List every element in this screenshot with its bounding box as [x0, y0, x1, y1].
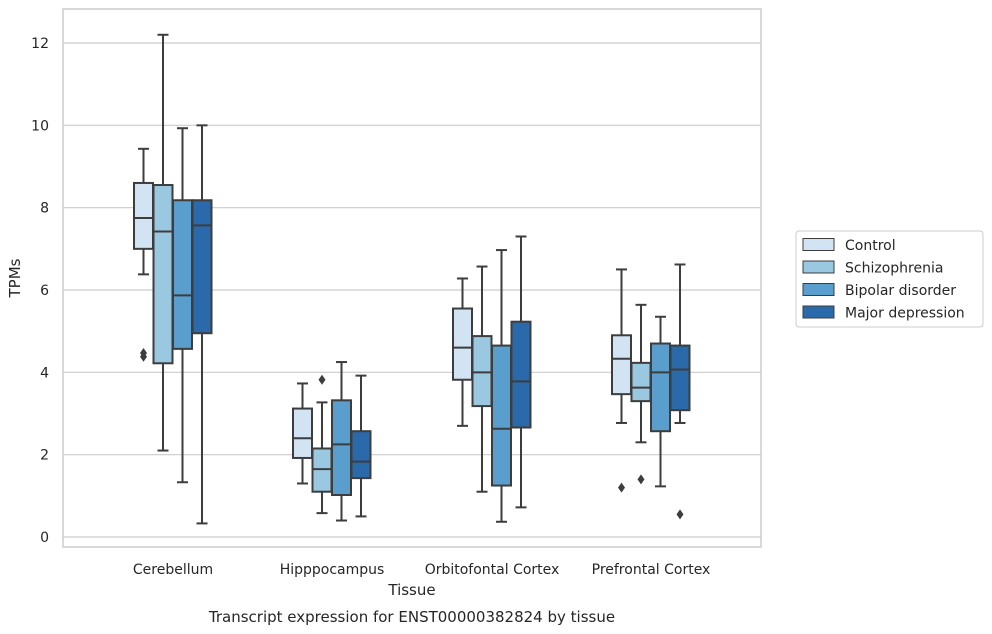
- outlier-point-0: [637, 474, 645, 485]
- box-body: [669, 344, 691, 412]
- box-1-0: [152, 33, 174, 452]
- x-tick-label-3: Prefrontal Cortex: [592, 562, 711, 578]
- legend-swatch-0: [802, 238, 835, 251]
- box-body: [331, 399, 352, 497]
- legend-label-2: Bipolar disorder: [845, 283, 956, 299]
- box-2-1: [331, 361, 352, 522]
- box-body: [611, 334, 632, 396]
- figure-caption: Transcript expression for ENST0000038282…: [208, 608, 615, 626]
- y-tick-label-0: 0: [40, 530, 49, 546]
- box-0-1: [292, 382, 313, 485]
- y-tick-label-3: 6: [40, 283, 49, 299]
- box-body: [630, 361, 652, 403]
- box-2-2: [491, 249, 512, 523]
- box-3-3: [669, 263, 691, 520]
- box-groups: [133, 33, 691, 525]
- outlier-point-0: [318, 374, 326, 385]
- box-1-2: [471, 265, 493, 493]
- legend-label-1: Schizophrenia: [845, 261, 943, 277]
- box-0-2: [452, 277, 473, 427]
- outlier-point-0: [676, 509, 684, 520]
- box-body: [133, 181, 154, 250]
- y-tick-label-2: 4: [40, 365, 49, 381]
- box-2-3: [650, 315, 671, 488]
- x-tick-label-2: Orbitofontal Cortex: [425, 562, 560, 578]
- box-body: [510, 320, 532, 429]
- y-tick-label-5: 10: [31, 118, 49, 134]
- box-body: [191, 199, 213, 335]
- legend-swatch-1: [802, 260, 835, 274]
- box-body: [650, 342, 671, 433]
- x-tick-label-0: Cerebellum: [133, 562, 213, 578]
- box-body: [172, 199, 193, 350]
- y-tick-label-6: 12: [31, 36, 49, 52]
- legend: Control Schizophrenia Bipolar disorder Majo…: [795, 230, 984, 328]
- x-axis-ticks: Cerebellum Hipppocampus Orbitofontal Corte…: [133, 562, 710, 578]
- plot-frame: [62, 8, 762, 548]
- box-body: [471, 335, 493, 408]
- box-body: [350, 430, 372, 480]
- box-1-1: [311, 374, 333, 515]
- y-axis-label: TPMs: [6, 258, 24, 298]
- box-3-2: [510, 235, 532, 509]
- legend-swatch-2: [802, 283, 835, 296]
- box-body: [491, 344, 512, 487]
- box-3-1: [350, 374, 372, 518]
- box-body: [311, 447, 333, 493]
- x-axis-label: Tissue: [387, 581, 435, 599]
- legend-label-0: Control: [845, 238, 896, 254]
- y-tick-label-1: 2: [40, 448, 49, 464]
- box-1-3: [630, 303, 652, 485]
- box-2-0: [172, 127, 193, 484]
- outlier-point-0: [618, 482, 625, 493]
- box-body: [292, 407, 313, 459]
- box-body: [452, 307, 473, 381]
- legend-frame: [795, 230, 984, 328]
- y-axis-ticks: 0 2 4 6 8 10 12: [31, 36, 49, 546]
- box-0-3: [611, 268, 632, 493]
- legend-label-3: Major depression: [845, 306, 965, 322]
- outlier-point-1: [140, 347, 147, 358]
- box-0-0: [133, 147, 154, 362]
- x-tick-label-1: Hipppocampus: [280, 562, 385, 578]
- legend-swatch-3: [802, 305, 835, 319]
- box-body: [152, 184, 174, 365]
- box-3-0: [191, 124, 213, 525]
- y-tick-label-4: 8: [40, 201, 49, 217]
